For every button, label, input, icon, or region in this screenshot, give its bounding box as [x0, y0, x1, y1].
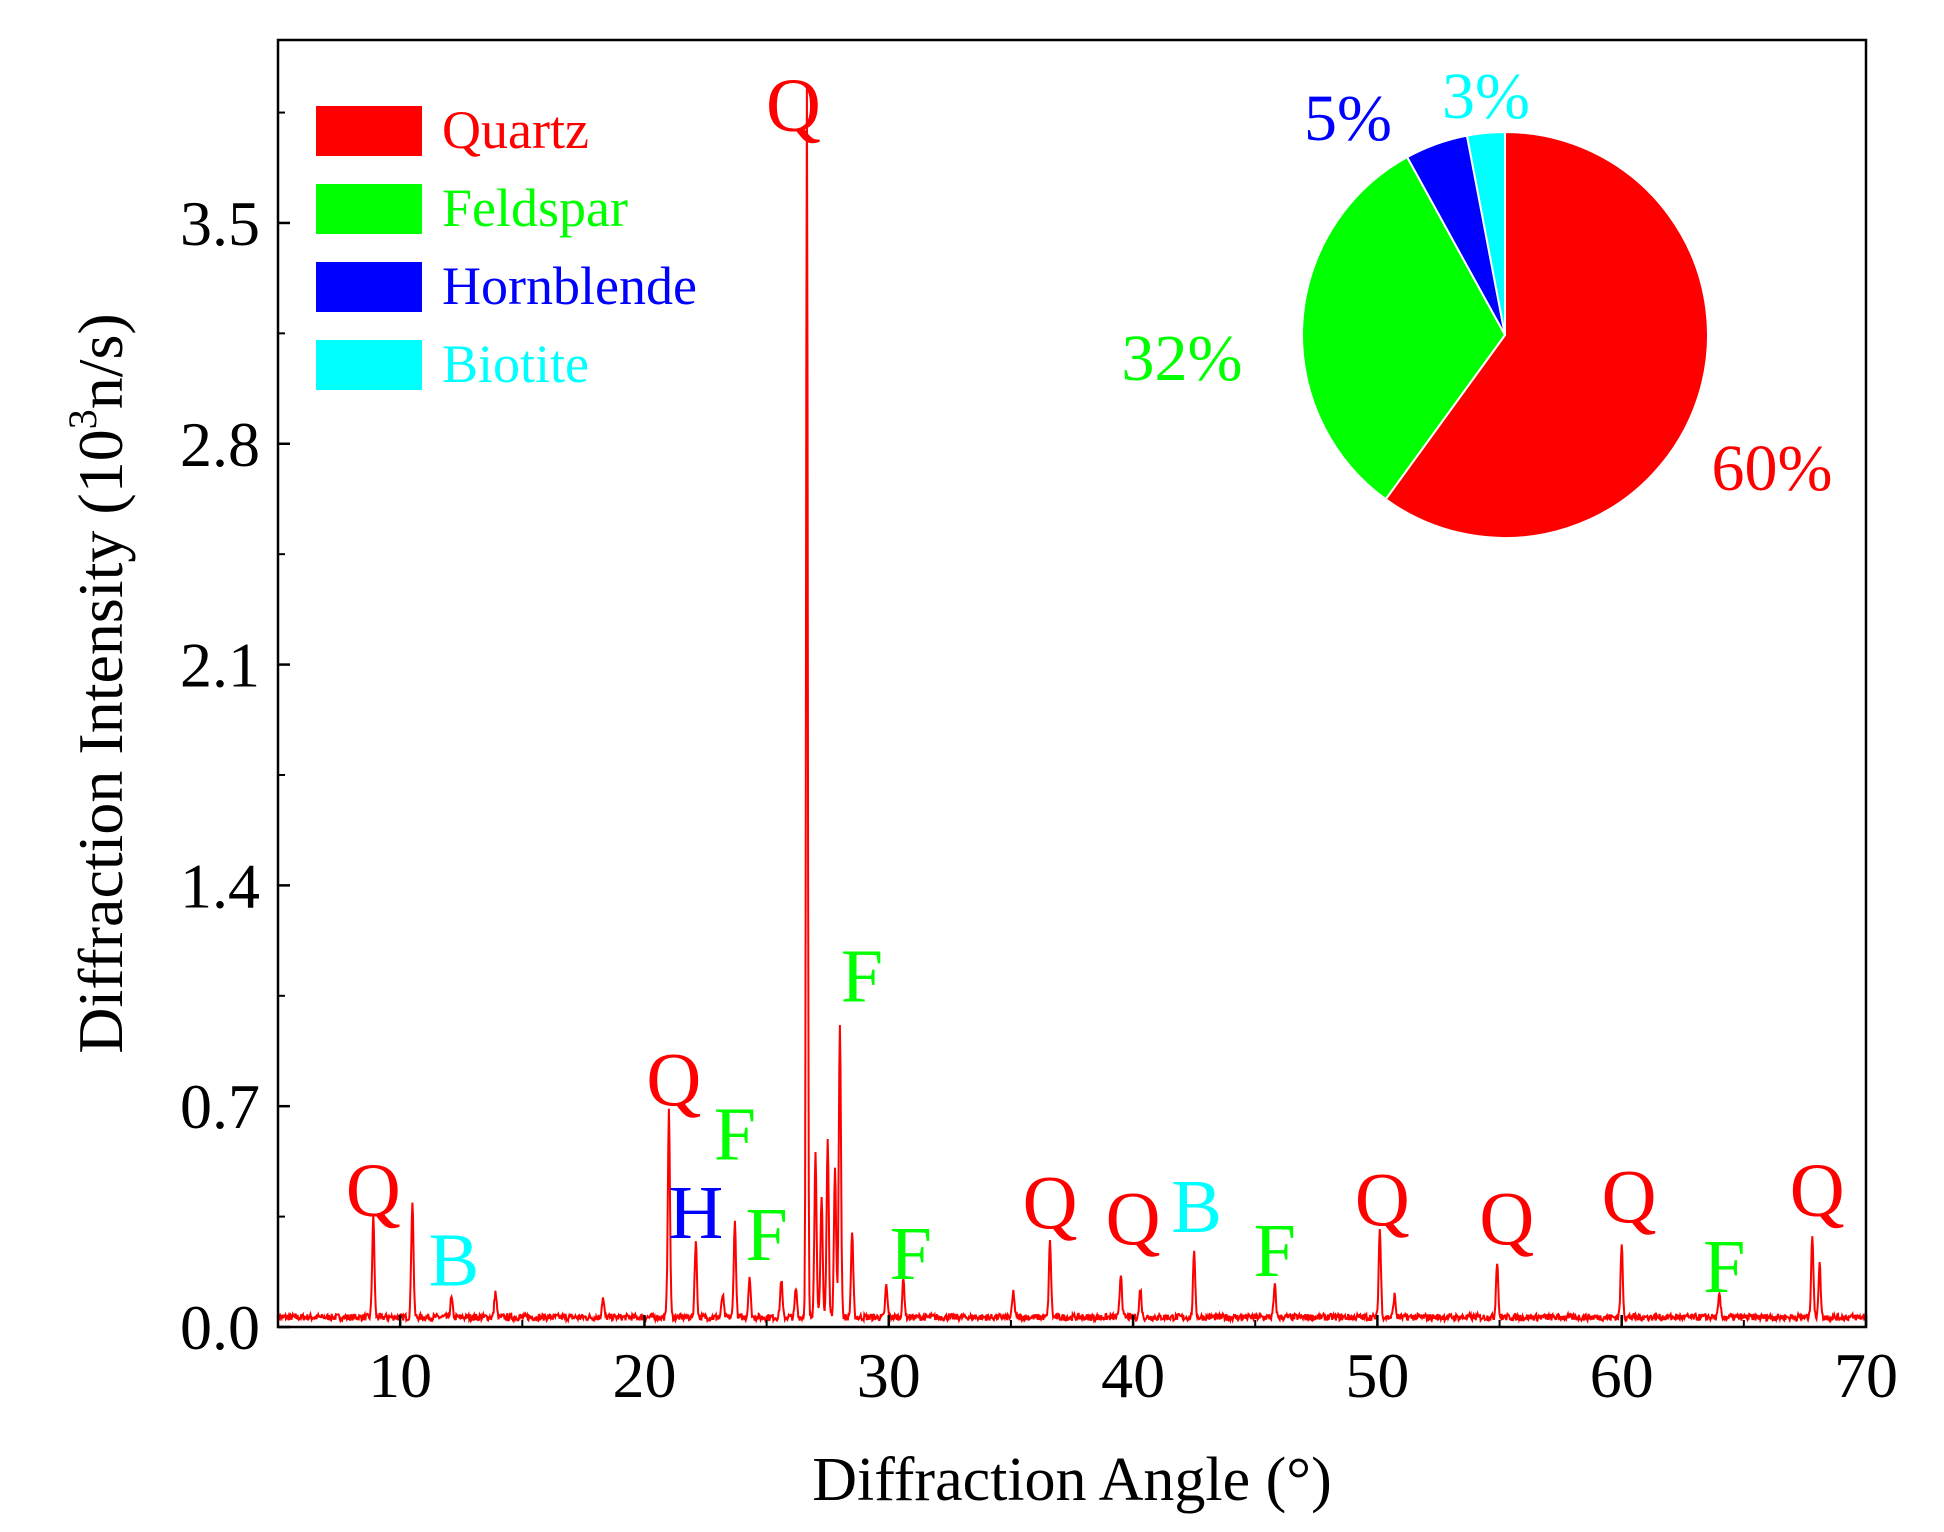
plot-frame — [276, 38, 1868, 1329]
peak-label-q: Q — [646, 1039, 701, 1123]
pie-label-feldspar: 32% — [1122, 322, 1243, 395]
pie-slice-quartz — [1384, 130, 1709, 539]
x-tick-label: 20 — [612, 1340, 676, 1411]
x-tick-label: 30 — [857, 1340, 921, 1411]
pie-slice-biotite — [1465, 130, 1506, 336]
pie-label-hornblende: 5% — [1304, 82, 1392, 155]
pie-label-biotite: 3% — [1442, 60, 1530, 133]
peak-label-q: Q — [766, 64, 821, 148]
peak-label-f: F — [745, 1193, 787, 1277]
x-tick-label: 50 — [1345, 1340, 1409, 1411]
peak-label-q: Q — [1023, 1162, 1078, 1246]
peak-label-b: B — [1171, 1165, 1222, 1249]
legend-swatch-quartz — [316, 106, 422, 156]
legend-label-biotite: Biotite — [442, 334, 589, 394]
y-axis-label-main: Diffraction Intensity (10 — [65, 429, 136, 1053]
y-tick-label: 3.5 — [180, 188, 260, 259]
x-tick-label: 40 — [1101, 1340, 1165, 1411]
peak-label-h: H — [668, 1171, 723, 1255]
y-axis-label-unit: n/s) — [65, 313, 136, 409]
x-tick-label: 70 — [1834, 1340, 1898, 1411]
y-axis-label: Diffraction Intensity (103n/s) — [60, 313, 136, 1053]
legend-label-quartz: Quartz — [442, 100, 589, 160]
peak-label-b: B — [429, 1218, 480, 1302]
y-axis-label-sup: 3 — [60, 409, 105, 429]
peak-label-q: Q — [1790, 1149, 1845, 1233]
y-tick-label: 1.4 — [180, 850, 260, 921]
y-tick-label: 0.7 — [180, 1071, 260, 1142]
legend-swatch-hornblende — [316, 262, 422, 312]
y-tick-label: 0.0 — [180, 1292, 260, 1363]
y-tick-label: 2.8 — [180, 409, 260, 480]
peak-label-f: F — [890, 1212, 932, 1296]
x-axis-label: Diffraction Angle (°) — [812, 1446, 1332, 1514]
x-tick-label: 60 — [1590, 1340, 1654, 1411]
xrd-trace — [277, 84, 1867, 1325]
peak-label-q: Q — [1355, 1159, 1410, 1243]
peak-label-q: Q — [1479, 1177, 1534, 1261]
peak-label-f: F — [1703, 1225, 1745, 1309]
x-tick-label: 10 — [368, 1340, 432, 1411]
peak-label-f: F — [714, 1092, 756, 1176]
pie-slice-feldspar — [1301, 155, 1507, 501]
legend-label-feldspar: Feldspar — [442, 178, 628, 238]
legend-label-hornblende: Hornblende — [442, 256, 697, 316]
legend-swatch-feldspar — [316, 184, 422, 234]
legend-swatch-biotite — [316, 340, 422, 390]
y-tick-label: 2.1 — [180, 630, 260, 701]
peak-label-q: Q — [1602, 1155, 1657, 1239]
peak-label-q: Q — [346, 1149, 401, 1233]
peak-label-f: F — [1254, 1209, 1296, 1293]
pie-label-quartz: 60% — [1712, 432, 1833, 505]
peak-label-q: Q — [1106, 1177, 1161, 1261]
peak-label-f: F — [841, 935, 883, 1019]
